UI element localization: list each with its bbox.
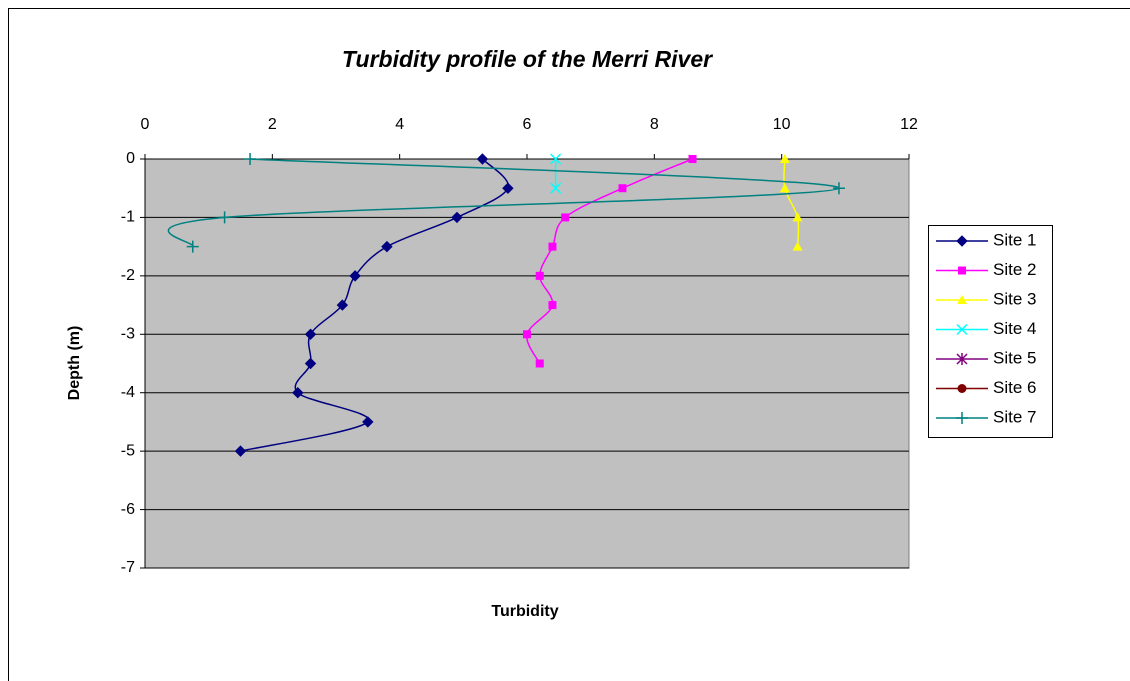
- y-tick-label: -4: [121, 384, 135, 401]
- legend-marker: [956, 323, 968, 336]
- data-point: [218, 211, 231, 224]
- data-point: [618, 184, 627, 193]
- x-tick-label: 6: [523, 116, 532, 133]
- legend-marker: [958, 266, 966, 275]
- legend-label: Site 7: [993, 407, 1036, 426]
- legend-label: Site 6: [993, 378, 1036, 397]
- data-point: [502, 182, 514, 194]
- data-point: [349, 270, 361, 282]
- data-point: [792, 241, 803, 251]
- data-point: [304, 328, 317, 340]
- data-point: [336, 299, 349, 311]
- y-tick-label: 0: [126, 150, 135, 167]
- series-line: [783, 158, 800, 247]
- x-tick-label: 12: [900, 116, 918, 133]
- legend-box: [928, 225, 1053, 438]
- data-point: [451, 211, 463, 224]
- data-point: [792, 212, 803, 222]
- y-tick-label: -5: [121, 442, 135, 459]
- legend-label: Site 2: [993, 260, 1036, 279]
- y-tick-label: -2: [121, 267, 135, 284]
- data-point: [832, 182, 845, 195]
- data-point: [476, 153, 489, 165]
- legend-label: Site 5: [993, 348, 1036, 367]
- data-point: [535, 359, 544, 368]
- y-tick-label: -6: [121, 501, 135, 518]
- data-point: [244, 153, 257, 165]
- data-point: [535, 271, 544, 280]
- data-point: [779, 183, 790, 193]
- data-point: [548, 242, 557, 251]
- y-tick-label: -1: [121, 209, 135, 226]
- data-point: [234, 445, 247, 457]
- data-point: [186, 240, 199, 253]
- series-line: [167, 158, 840, 248]
- chart-title: Turbidity profile of the Merri River: [342, 46, 713, 72]
- x-axis-title: Turbidity: [491, 603, 558, 620]
- data-point: [550, 182, 562, 194]
- data-point: [548, 301, 557, 310]
- legend-marker: [956, 235, 968, 247]
- data-point: [688, 155, 697, 163]
- legend-marker: [956, 353, 968, 365]
- data-point: [362, 416, 374, 428]
- y-tick-label: -7: [121, 559, 135, 576]
- y-axis-title: Depth (m): [66, 326, 83, 401]
- x-tick-label: 10: [773, 116, 791, 133]
- legend-marker: [957, 295, 967, 304]
- series-line: [240, 158, 509, 452]
- x-tick-label: 0: [141, 116, 150, 133]
- x-tick-label: 4: [395, 116, 404, 133]
- data-point: [304, 357, 317, 370]
- data-point: [523, 330, 531, 339]
- x-tick-label: 8: [650, 116, 659, 133]
- legend-label: Site 4: [993, 319, 1036, 338]
- data-point: [550, 153, 562, 165]
- data-point: [779, 154, 790, 163]
- x-tick-label: 2: [268, 116, 277, 133]
- legend-label: Site 1: [993, 230, 1036, 249]
- legend-marker: [957, 384, 967, 393]
- data-point: [561, 213, 570, 222]
- y-tick-label: -3: [121, 326, 135, 343]
- data-point: [381, 240, 393, 253]
- legend-label: Site 3: [993, 289, 1036, 308]
- data-point: [292, 387, 304, 399]
- legend-marker: [956, 412, 968, 424]
